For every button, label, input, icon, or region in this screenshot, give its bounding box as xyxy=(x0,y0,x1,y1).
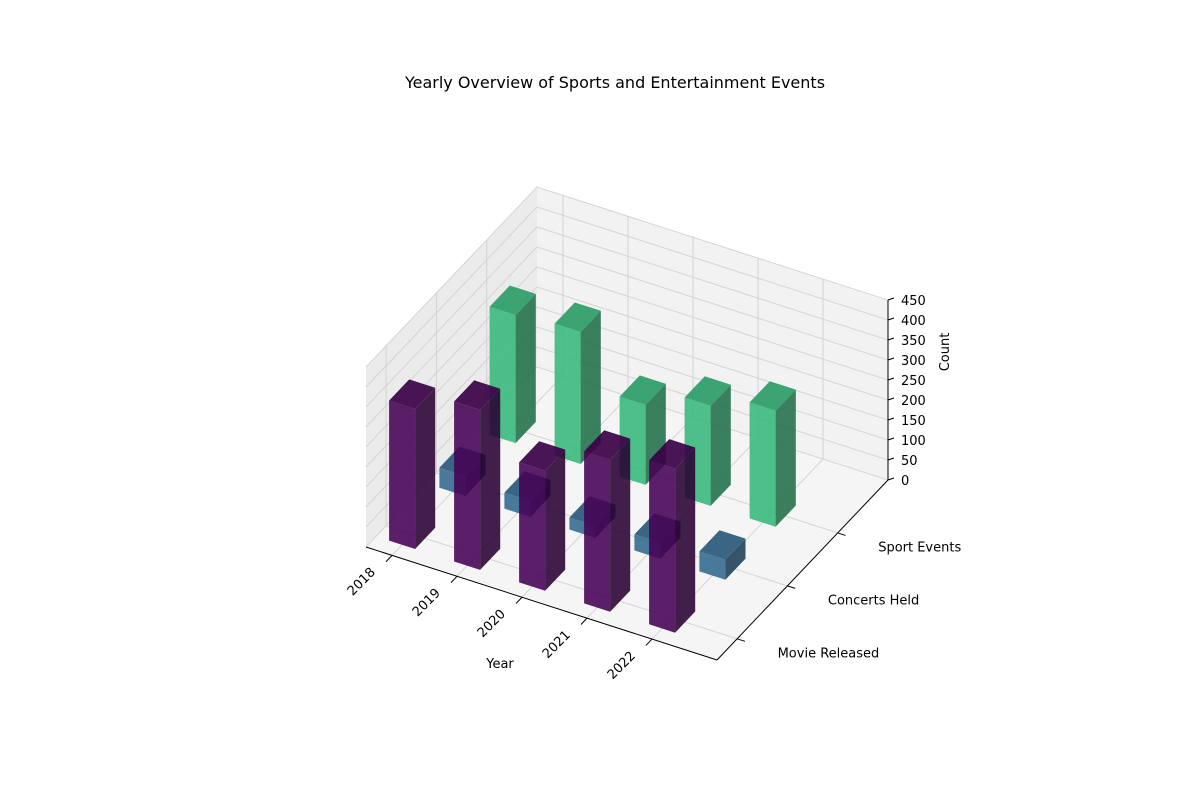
z-tick-label: 150 xyxy=(901,414,926,429)
bar-face-top xyxy=(649,439,696,469)
y-tick-mark xyxy=(837,532,846,536)
z-tick-label: 350 xyxy=(901,334,926,349)
z-tick-mark xyxy=(887,297,895,301)
x-tick-mark xyxy=(580,617,588,625)
y-tick-mark xyxy=(736,638,746,642)
bar-face-front xyxy=(519,462,546,591)
bar-face-top xyxy=(519,441,566,471)
z-gridline xyxy=(365,226,889,408)
z-tick-label: 450 xyxy=(901,294,926,309)
bar-face-side xyxy=(545,449,566,591)
z-tick-label: 400 xyxy=(901,314,926,329)
bar-face-side xyxy=(480,388,501,570)
y-tick-label: Sport Events xyxy=(878,540,961,555)
x-axis-label: Year xyxy=(485,657,514,672)
x-tick-label: 2018 xyxy=(345,565,379,599)
z-gridline xyxy=(365,186,889,368)
x-tick-label: 2020 xyxy=(475,607,509,641)
pane-back xyxy=(537,187,888,480)
bar-face-front xyxy=(749,402,776,527)
bar-sport-events-2022 xyxy=(749,381,796,527)
y-tick-label: Movie Released xyxy=(778,646,880,661)
bar-movie-released-2019 xyxy=(454,380,501,570)
bar-face-side xyxy=(580,310,601,464)
bar-face-top xyxy=(749,381,796,411)
bar-face-front xyxy=(554,323,581,464)
bar-face-front xyxy=(649,460,676,633)
z-tick-label: 0 xyxy=(901,474,909,489)
x-tick-label: 2021 xyxy=(540,628,574,662)
bar-movie-released-2018 xyxy=(389,379,436,549)
bar-face-top xyxy=(489,285,536,316)
z-tick-label: 250 xyxy=(901,374,926,389)
bar-face-top xyxy=(554,302,601,332)
bar-concerts-held-2022 xyxy=(699,530,746,580)
x-tick-label: 2022 xyxy=(605,649,639,683)
bar-face-side xyxy=(710,384,731,506)
bar-face-side xyxy=(775,389,796,527)
x-tick-mark xyxy=(645,638,653,646)
bar-movie-released-2022 xyxy=(649,439,696,633)
bar-movie-released-2020 xyxy=(519,441,566,591)
bar-movie-released-2021 xyxy=(584,430,631,612)
z-tick-mark xyxy=(887,357,895,361)
z-tick-label: 200 xyxy=(901,394,926,409)
bar-face-front xyxy=(389,400,416,549)
bar-sport-events-2019 xyxy=(554,302,601,464)
z-tick-mark xyxy=(887,337,895,341)
bar-face-top xyxy=(699,530,746,560)
z-tick-label: 50 xyxy=(901,454,918,469)
bars-group xyxy=(389,285,796,633)
y-tick-mark xyxy=(787,585,796,589)
z-tick-mark xyxy=(887,317,895,321)
bar-face-side xyxy=(515,293,536,444)
bar-face-side xyxy=(415,387,436,549)
z-tick-mark xyxy=(887,437,895,441)
z-tick-mark xyxy=(887,457,895,461)
z-tick-mark xyxy=(887,377,895,381)
bar-face-side xyxy=(725,538,746,580)
z-axis-label: Count xyxy=(938,333,953,372)
bar-face-top xyxy=(389,379,436,409)
bar-face-top xyxy=(454,380,501,410)
y-tick-label: Concerts Held xyxy=(828,593,919,608)
x-tick-mark xyxy=(385,555,393,563)
x-gridline xyxy=(651,279,824,640)
x-tick-mark xyxy=(450,575,458,583)
z-tick-mark xyxy=(887,397,895,401)
bar-face-side xyxy=(675,447,696,633)
bar-face-front xyxy=(699,551,726,580)
z-tick-mark xyxy=(887,417,895,421)
z-tick-mark xyxy=(887,477,895,481)
bar-face-front xyxy=(454,401,481,570)
bar-face-side xyxy=(610,438,631,612)
axis-lines xyxy=(365,300,889,661)
z-gridline xyxy=(365,246,889,428)
bar-face-front xyxy=(584,451,611,612)
chart-title: Yearly Overview of Sports and Entertainm… xyxy=(404,73,825,92)
z-tick-label: 100 xyxy=(901,434,926,449)
z-tick-label: 300 xyxy=(901,354,926,369)
x-tick-label: 2019 xyxy=(410,586,444,620)
y-axis-line xyxy=(716,479,889,661)
bar-face-top xyxy=(584,430,631,460)
bar-sport-events-2018 xyxy=(489,285,536,444)
bar-face-top xyxy=(619,375,666,405)
x-axis-line xyxy=(365,546,718,661)
z-gridline xyxy=(365,206,889,388)
x-tick-mark xyxy=(515,596,523,604)
bar-face-top xyxy=(684,376,731,406)
